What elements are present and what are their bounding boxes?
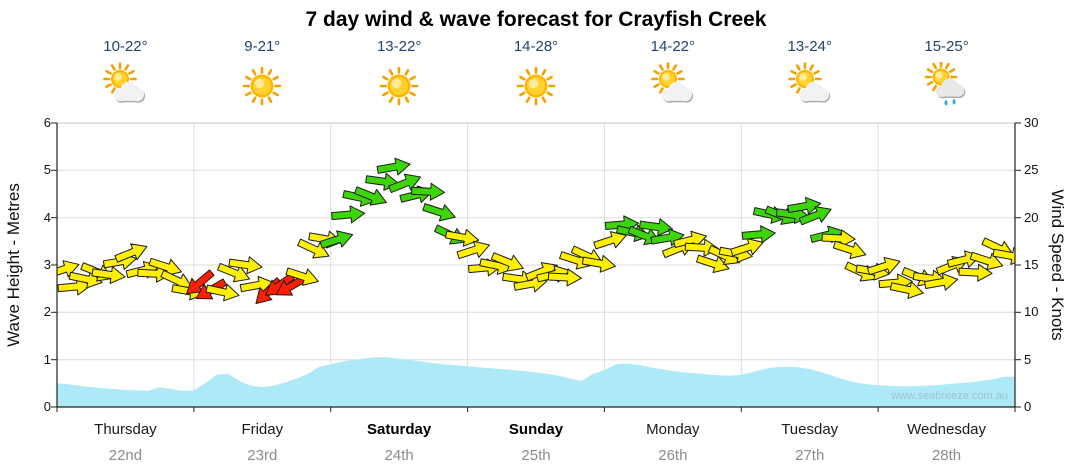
wind-arrow	[148, 257, 182, 277]
weather-icon-wrap	[510, 62, 562, 110]
wind-arrow	[547, 268, 582, 287]
sunny-icon	[516, 66, 556, 106]
weather-icon-wrap	[236, 62, 288, 110]
day-date-label: 25th	[521, 447, 551, 464]
wind-arrow	[821, 229, 856, 248]
temperature-range-label: 15-25°	[924, 38, 969, 55]
wave-axis-tick-label: 1	[43, 351, 51, 367]
day-name-label: Thursday	[94, 421, 157, 438]
day-date-label: 22nd	[108, 447, 143, 464]
wind-arrow	[696, 254, 730, 274]
weather-icon-wrap	[921, 60, 973, 110]
temperature-range-label: 14-22°	[650, 38, 696, 55]
wind-arrow	[376, 157, 411, 176]
wave-axis-tick-label: 4	[43, 209, 51, 225]
wind-arrow	[581, 254, 616, 273]
wind-arrow	[867, 256, 901, 276]
weather-icon-wrap	[373, 62, 425, 110]
temperature-range-label: 13-24°	[787, 38, 832, 55]
wind-arrow	[456, 240, 490, 260]
wind-axis-tick-label: 10	[1024, 304, 1039, 320]
temperature-range-label: 9-21°	[244, 38, 281, 55]
wind-arrow	[217, 262, 251, 283]
temperature-range-label: 13-22°	[376, 38, 422, 55]
wind-arrow	[285, 267, 319, 286]
sunny-icon	[242, 66, 282, 106]
wind-arrow	[186, 269, 215, 295]
temperature-range-label: 10-22°	[103, 38, 148, 55]
sun-cloud-icon	[787, 62, 830, 103]
wind-arrow	[353, 186, 387, 206]
day-name-label: Sunday	[508, 421, 564, 438]
day-name-label: Monday	[646, 421, 700, 438]
wind-axis-tick-label: 20	[1024, 209, 1039, 225]
day-name-label: Saturday	[367, 421, 432, 438]
wind-arrow	[958, 263, 993, 282]
wind-arrow	[832, 240, 867, 260]
wind-arrow	[730, 238, 764, 257]
wind-axis-tick-label: 30	[1024, 115, 1039, 130]
wind-arrow	[798, 206, 832, 226]
sun-cloud-icon	[103, 62, 146, 103]
wind-arrow	[297, 238, 330, 259]
day-date-label: 28th	[931, 447, 962, 464]
day-date-label: 23rd	[247, 447, 278, 464]
watermark: www.seabreeze.com.au	[891, 390, 1008, 402]
day-name-label: Friday	[241, 421, 284, 438]
wave-axis-tick-label: 2	[43, 304, 51, 320]
wave-axis-tick-label: 5	[43, 162, 51, 178]
wind-arrow	[205, 283, 240, 302]
wave-height-area	[57, 357, 1015, 407]
wave-axis-tick-label: 0	[43, 399, 51, 414]
wind-arrow	[490, 252, 524, 272]
wind-arrow	[787, 196, 822, 215]
page-title: 7 day wind & wave forecast for Crayfish …	[305, 8, 767, 31]
wind-arrow	[319, 230, 354, 249]
day-date-label: 24th	[384, 447, 414, 464]
wind-arrow	[388, 173, 422, 194]
weather-icon-wrap	[99, 62, 151, 110]
weather-icon-wrap	[784, 62, 836, 110]
wind-arrow	[411, 182, 446, 201]
wind-axis-tick-label: 0	[1024, 399, 1032, 414]
day-date-label: 26th	[658, 447, 688, 464]
wind-axis-tick-label: 15	[1024, 257, 1039, 272]
wind-arrow	[889, 281, 924, 299]
wind-arrow	[638, 218, 674, 237]
wind-arrow	[445, 228, 480, 247]
wave-axis-tick-label: 3	[43, 257, 51, 272]
wind-arrow	[924, 272, 959, 291]
wave-axis-tick-label: 6	[43, 115, 51, 130]
wind-arrow	[91, 266, 126, 284]
day-name-label: Wednesday	[907, 421, 987, 438]
sun-cloud-rain-icon	[924, 60, 965, 106]
wind-arrow	[114, 243, 148, 263]
wind-arrow	[422, 203, 456, 222]
day-date-label: 27th	[795, 447, 825, 464]
sun-cloud-icon	[651, 62, 693, 103]
wind-arrow	[992, 247, 1015, 265]
wind-arrow	[331, 205, 366, 224]
wind-axis-tick-label: 25	[1024, 162, 1039, 178]
day-name-label: Tuesday	[781, 421, 839, 438]
wind-arrow	[741, 225, 776, 244]
wind-axis-tick-label: 5	[1024, 351, 1032, 367]
sunny-icon	[379, 66, 419, 106]
wind-arrow	[228, 256, 263, 275]
temperature-range-label: 14-28°	[513, 38, 559, 55]
wind-arrow	[593, 231, 627, 250]
weather-icon-wrap	[647, 62, 699, 110]
